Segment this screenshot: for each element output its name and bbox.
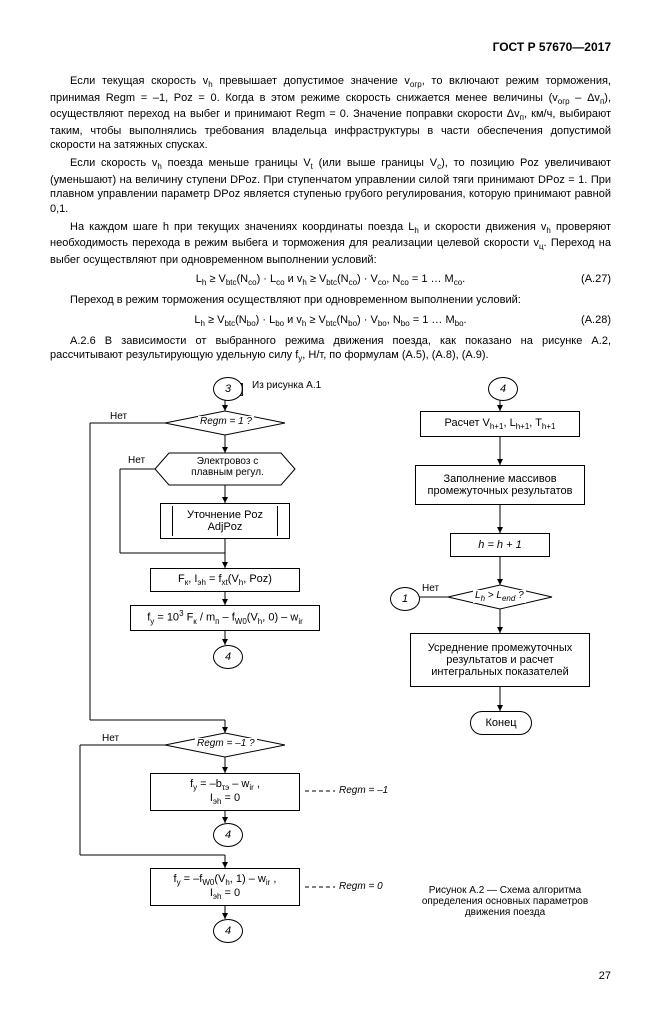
fy3-box: fy = –fW0(Vh, 1) – wir ,Iэh = 0 [150,868,300,906]
connector-4b: 4 [213,823,243,847]
fkish-box: Fк, Iэh = fxt(Vh, Poz) [150,568,300,592]
regm1-text: Regm = 1 ? [198,416,254,427]
connector-4c: 4 [213,919,243,943]
connector-3: 3 [213,377,243,401]
connector-3-label: 3 [225,383,231,395]
para-1: Если текущая скорость vh превышает допус… [50,74,611,152]
regmm1-text: Regm = –1 ? [195,738,257,749]
formula-a27-body: Lh ≥ Vbtc(Nco) · Lco и vh ≥ Vbtc(Nco) · … [196,273,465,285]
regmm1eq-label: Regm = –1 [337,785,390,796]
no-label-1: Нет [108,411,129,422]
para-3: На каждом шаге h при текущих значениях к… [50,220,611,267]
rhp1-box: h = h + 1 [450,533,550,557]
connector-1: 1 [390,587,420,611]
rcalc-box: Расчет Vh+1, Lh+1, Th+1 [420,411,580,437]
para-2: Если скорость vh поезда меньше границы V… [50,156,611,215]
no-label-3: Нет [100,733,121,744]
ravg-box: Усреднение промежуточных результатов и р… [410,633,590,687]
elloc-text: Электровоз с плавным регул. [183,456,272,478]
no-label-4: Нет [420,583,441,594]
page-number: 27 [50,970,611,982]
adjpoz-line1: Уточнение Poz [173,509,277,521]
rfill-box: Заполнение массивов промежуточных резуль… [415,465,585,505]
para-5: А.2.6 В зависимости от выбранного режима… [50,334,611,365]
lend-text: Lh > Lend ? [473,590,526,603]
connector-4a: 4 [213,645,243,669]
regm0eq-label: Regm = 0 [337,881,385,892]
adjpoz-line2: AdjPoz [173,521,277,533]
no-label-2: Нет [126,455,147,466]
fy1-box: fy = 103 Fк / mп – fW0(Vh, 0) – wir [130,605,320,631]
formula-a27: Lh ≥ Vbtc(Nco) · Lco и vh ≥ Vbtc(Nco) · … [50,273,611,287]
para-4: Переход в режим торможения осуществляют … [50,293,611,307]
fy2-box: fy = –bτэ – wir ,Iэh = 0 [150,773,300,811]
formula-a27-num: (А.27) [581,273,611,285]
formula-a28-body: Lh ≥ Vbtc(Nbo) · Lbo и vh ≥ Vbtc(Nbo) · … [194,314,466,326]
flowchart: 3 Из рисунка А.1 ] Regm = 1 ? Нет Электр… [50,375,610,965]
formula-a28-num: (А.28) [581,314,611,326]
figure-caption: Рисунок А.2 — Схема алгоритма определени… [410,885,600,918]
end-terminator: Конец [470,711,532,735]
doc-header: ГОСТ Р 57670—2017 [50,40,611,54]
bracket-icon: ] [240,380,244,396]
connector-4r: 4 [488,377,518,401]
adjpoz-box: Уточнение Poz AdjPoz [160,503,290,539]
connector-3-note: Из рисунка А.1 [250,380,323,391]
formula-a28: Lh ≥ Vbtc(Nbo) · Lbo и vh ≥ Vbtc(Nbo) · … [50,314,611,328]
